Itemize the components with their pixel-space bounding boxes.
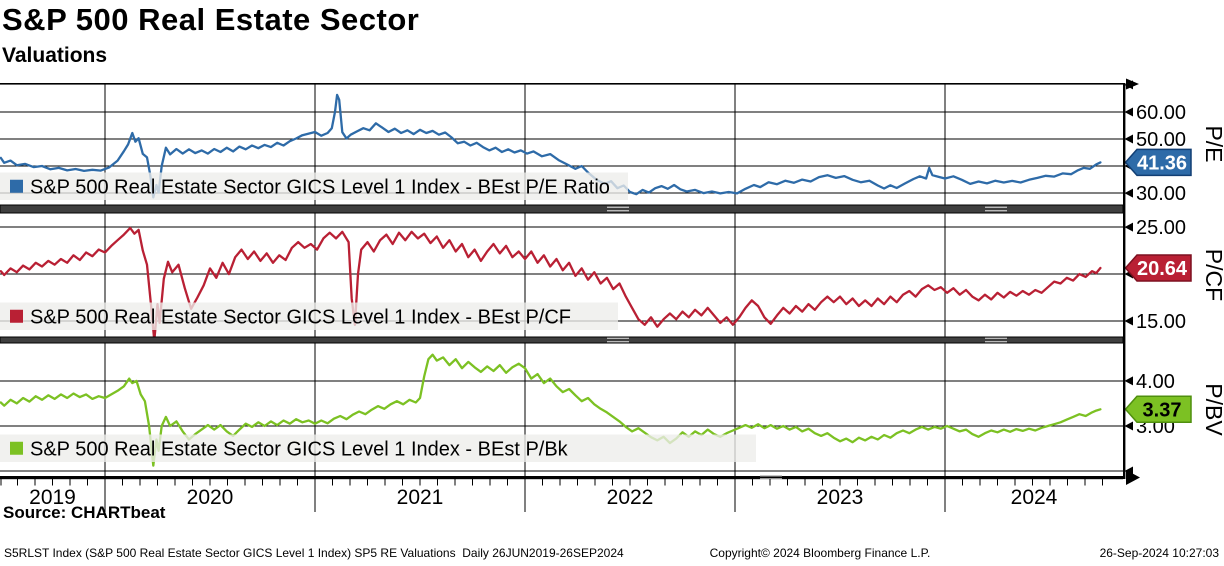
- page-title: S&P 500 Real Estate Sector: [2, 2, 420, 37]
- pbv-legend-marker: [10, 441, 23, 455]
- axis-tick-arrow: [1124, 421, 1133, 431]
- pbv-current-value: 3.37: [1143, 399, 1182, 421]
- axis-tick-arrow: [1124, 134, 1133, 144]
- footer: S5RLST Index (S&P 500 Real Estate Sector…: [0, 546, 1224, 566]
- pbv-series-line: [0, 353, 1102, 467]
- pcf-current-value-tag: [1124, 254, 1192, 282]
- pbv-current-value-tag: [1124, 395, 1192, 424]
- separator-grip: [985, 206, 1007, 208]
- source-line: Source: CHARTbeat: [3, 503, 166, 522]
- plot-top-border: [0, 83, 1123, 85]
- pcf-axis-title: P/CF: [1201, 249, 1224, 301]
- pcf-legend-marker: [10, 309, 23, 323]
- separator-grip: [607, 341, 629, 343]
- axis-tick-arrow: [1124, 222, 1133, 232]
- pe-legend-marker: [10, 179, 23, 193]
- pbv-ytick-label: 4.00: [1136, 371, 1175, 393]
- footer-security-info: S5RLST Index (S&P 500 Real Estate Sector…: [4, 546, 624, 560]
- pe-ytick-label: 30.00: [1136, 183, 1186, 205]
- y-axis-line: [1123, 83, 1126, 479]
- pcf-legend-strip: [0, 302, 618, 330]
- axis-tick-arrow: [1124, 107, 1133, 117]
- separator-grip: [985, 337, 1007, 339]
- x-year-label: 2020: [187, 486, 234, 509]
- pcf-current-value: 20.64: [1137, 258, 1188, 280]
- separator-grip: [760, 475, 782, 477]
- pcf-ytick-label: 25.00: [1136, 217, 1186, 239]
- footer-timestamp: 26-Sep-2024 10:27:03: [1099, 546, 1219, 560]
- x-year-label: 2024: [1011, 486, 1058, 509]
- x-year-label: 2023: [817, 486, 864, 509]
- separator-grip: [607, 337, 629, 339]
- axis-tick-arrow: [1124, 376, 1133, 386]
- axis-tick-arrow: [1124, 316, 1133, 326]
- pcf-ytick-label: 15.00: [1136, 311, 1186, 333]
- x-year-label: 2021: [397, 486, 444, 509]
- x-year-label: 2022: [607, 486, 654, 509]
- pbv-legend-label: S&P 500 Real Estate Sector GICS Level 1 …: [30, 438, 569, 460]
- axis-corner-arrow: [1126, 78, 1139, 90]
- pe-series-line: [0, 93, 1102, 199]
- axis-corner-arrow: [1126, 470, 1140, 485]
- page-subtitle: Valuations: [2, 44, 108, 67]
- pbv-axis-title: P/BV: [1201, 383, 1224, 436]
- pe-axis-title: P/E: [1201, 125, 1224, 162]
- pe-legend-strip: [0, 172, 628, 200]
- separator-grip: [760, 478, 782, 480]
- pe-legend-label: S&P 500 Real Estate Sector GICS Level 1 …: [30, 176, 610, 198]
- x-year-label: 2019: [29, 486, 76, 509]
- separator-grip: [607, 210, 629, 212]
- separator-grip: [985, 210, 1007, 212]
- axis-tick-arrow: [1124, 188, 1133, 198]
- panel-separator: [0, 336, 1124, 344]
- pe-current-value: 41.36: [1137, 152, 1187, 174]
- pe-ytick-label: 60.00: [1136, 102, 1186, 124]
- pcf-legend-label: S&P 500 Real Estate Sector GICS Level 1 …: [30, 306, 571, 328]
- pbv-legend-strip: [0, 434, 756, 462]
- panel-separator: [0, 204, 1124, 214]
- footer-copyright: Copyright© 2024 Bloomberg Finance L.P.: [709, 546, 931, 560]
- x-axis-line: [0, 476, 1123, 480]
- pe-current-value-tag: [1124, 148, 1192, 177]
- separator-grip: [607, 206, 629, 208]
- separator-grip: [985, 341, 1007, 343]
- pe-ytick-label: 50.00: [1136, 129, 1186, 151]
- pcf-series-line: [0, 226, 1102, 342]
